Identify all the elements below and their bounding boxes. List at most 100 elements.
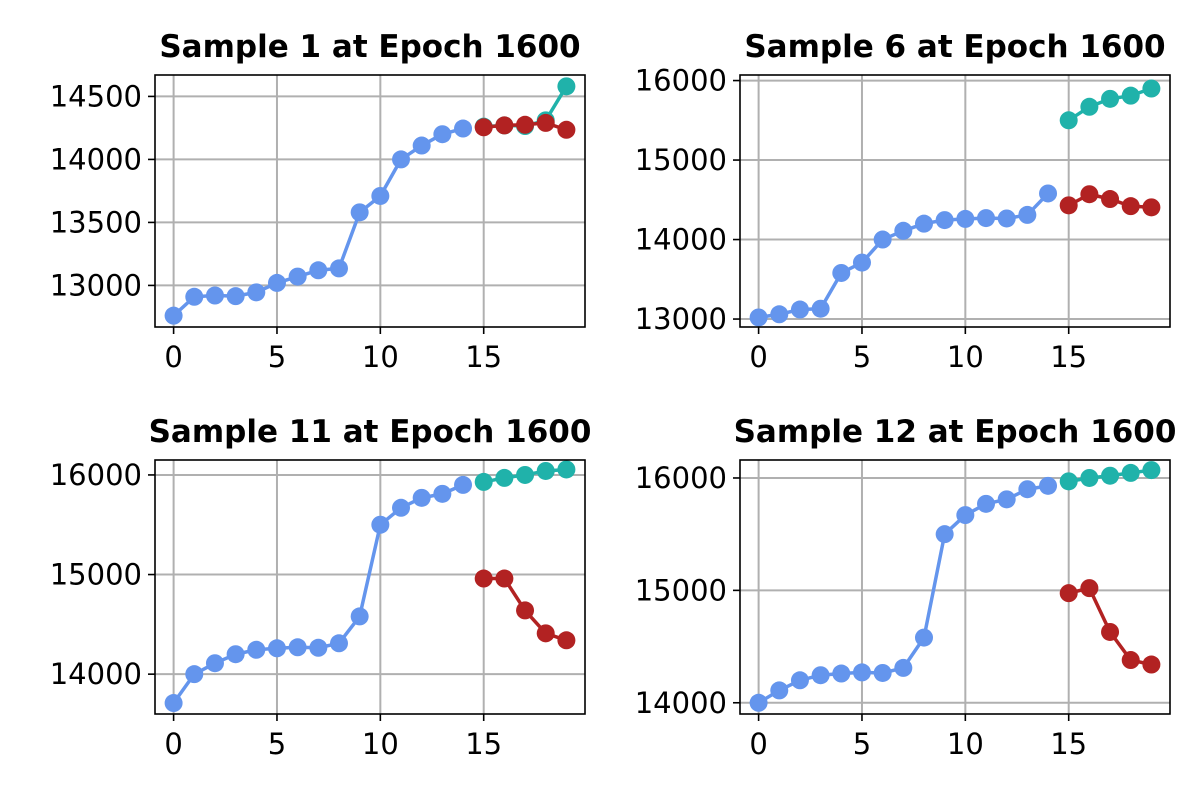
x-tick-label: 0: [164, 340, 182, 374]
history-point: [956, 506, 975, 525]
target-point: [1059, 584, 1078, 603]
history-point: [454, 475, 473, 494]
y-tick-label: 13500: [50, 205, 142, 239]
target-point: [495, 116, 514, 135]
plot-frame: [739, 74, 1171, 328]
subplot-sample-11: Sample 11 at Epoch 1600 0 5 10 15 14000 1500…: [50, 414, 592, 761]
history-point: [790, 671, 809, 690]
history-point: [454, 119, 473, 138]
x-axis: 0 5 10 15: [749, 327, 1087, 374]
history-point: [1018, 205, 1037, 224]
y-tick-label: 14000: [635, 686, 727, 720]
history-point: [267, 639, 286, 658]
history-point: [247, 640, 266, 659]
prediction-point: [1101, 466, 1120, 485]
y-axis: 13000 14000 15000 16000: [635, 64, 740, 336]
history-point: [392, 498, 411, 517]
plot-frame: [739, 459, 1171, 715]
target-point: [474, 569, 493, 588]
prediction-point: [1142, 79, 1161, 98]
subplot-title: Sample 1 at Epoch 1600: [159, 29, 580, 65]
history-point: [164, 694, 183, 713]
history-point: [790, 300, 809, 319]
target-point: [557, 120, 576, 139]
x-tick-label: 5: [853, 340, 871, 374]
target-point: [1101, 622, 1120, 641]
target-point: [1101, 190, 1120, 209]
plot-frame: [154, 74, 586, 328]
target-point: [495, 569, 514, 588]
history-point: [749, 308, 768, 327]
target-point: [1142, 655, 1161, 674]
x-axis: 0 5 10 15: [164, 327, 502, 374]
history-point: [811, 299, 830, 318]
y-tick-label: 14000: [635, 223, 727, 257]
history-point: [956, 209, 975, 228]
plot-frame: [154, 459, 586, 715]
history-point: [267, 273, 286, 292]
history-point: [350, 607, 369, 626]
y-tick-label: 15000: [635, 573, 727, 607]
x-tick-label: 15: [1050, 727, 1087, 761]
history-point: [309, 638, 328, 657]
x-tick-label: 15: [465, 340, 502, 374]
history-point: [935, 211, 954, 230]
history-point: [977, 494, 996, 513]
history-point: [226, 287, 245, 306]
prediction-point: [516, 465, 535, 484]
series-group: [749, 461, 1161, 712]
history-point: [329, 634, 348, 653]
target-point: [516, 115, 535, 134]
subplot-title: Sample 12 at Epoch 1600: [734, 414, 1177, 450]
y-tick-label: 15000: [635, 143, 727, 177]
history-point: [185, 665, 204, 684]
gridlines: [155, 460, 585, 714]
target-point: [557, 631, 576, 650]
subplot-title: Sample 6 at Epoch 1600: [744, 29, 1165, 65]
history-point: [226, 645, 245, 664]
x-tick-label: 10: [947, 340, 984, 374]
x-tick-label: 0: [749, 340, 767, 374]
history-point: [392, 150, 411, 169]
target-point: [536, 624, 555, 643]
y-tick-label: 13000: [50, 268, 142, 302]
target-point: [536, 113, 555, 132]
history-point: [873, 230, 892, 249]
prediction-point: [1059, 472, 1078, 491]
y-tick-label: 16000: [635, 64, 727, 98]
prediction-point: [536, 461, 555, 480]
x-tick-label: 10: [362, 727, 399, 761]
history-point: [288, 638, 307, 657]
history-point: [770, 681, 789, 700]
prediction-point: [557, 460, 576, 479]
subplot-title: Sample 11 at Epoch 1600: [149, 414, 592, 450]
prediction-point: [474, 472, 493, 491]
y-tick-label: 15000: [50, 558, 142, 592]
y-tick-label: 14500: [50, 79, 142, 113]
history-point: [914, 628, 933, 647]
history-point: [412, 136, 431, 155]
history-point: [371, 186, 390, 205]
history-point: [1039, 476, 1058, 495]
target-point: [1142, 198, 1161, 217]
history-point: [811, 666, 830, 685]
x-tick-label: 10: [362, 340, 399, 374]
subplot-sample-1: Sample 1 at Epoch 1600 0 5 10 15 13000 13500…: [50, 29, 586, 374]
history-point: [1039, 184, 1058, 203]
x-tick-label: 5: [268, 340, 286, 374]
history-point: [433, 484, 452, 503]
x-axis: 0 5 10 15: [749, 714, 1087, 761]
target-point: [1080, 579, 1099, 598]
x-tick-label: 0: [164, 727, 182, 761]
series-group: [164, 77, 576, 325]
history-point: [164, 306, 183, 325]
target-point: [1080, 185, 1099, 204]
history-point: [977, 209, 996, 228]
x-tick-label: 15: [465, 727, 502, 761]
y-axis: 14000 15000 16000: [50, 458, 155, 691]
prediction-point: [495, 468, 514, 487]
target-point: [474, 118, 493, 137]
prediction-point: [1080, 468, 1099, 487]
gridlines: [155, 75, 585, 327]
history-point: [852, 253, 871, 272]
